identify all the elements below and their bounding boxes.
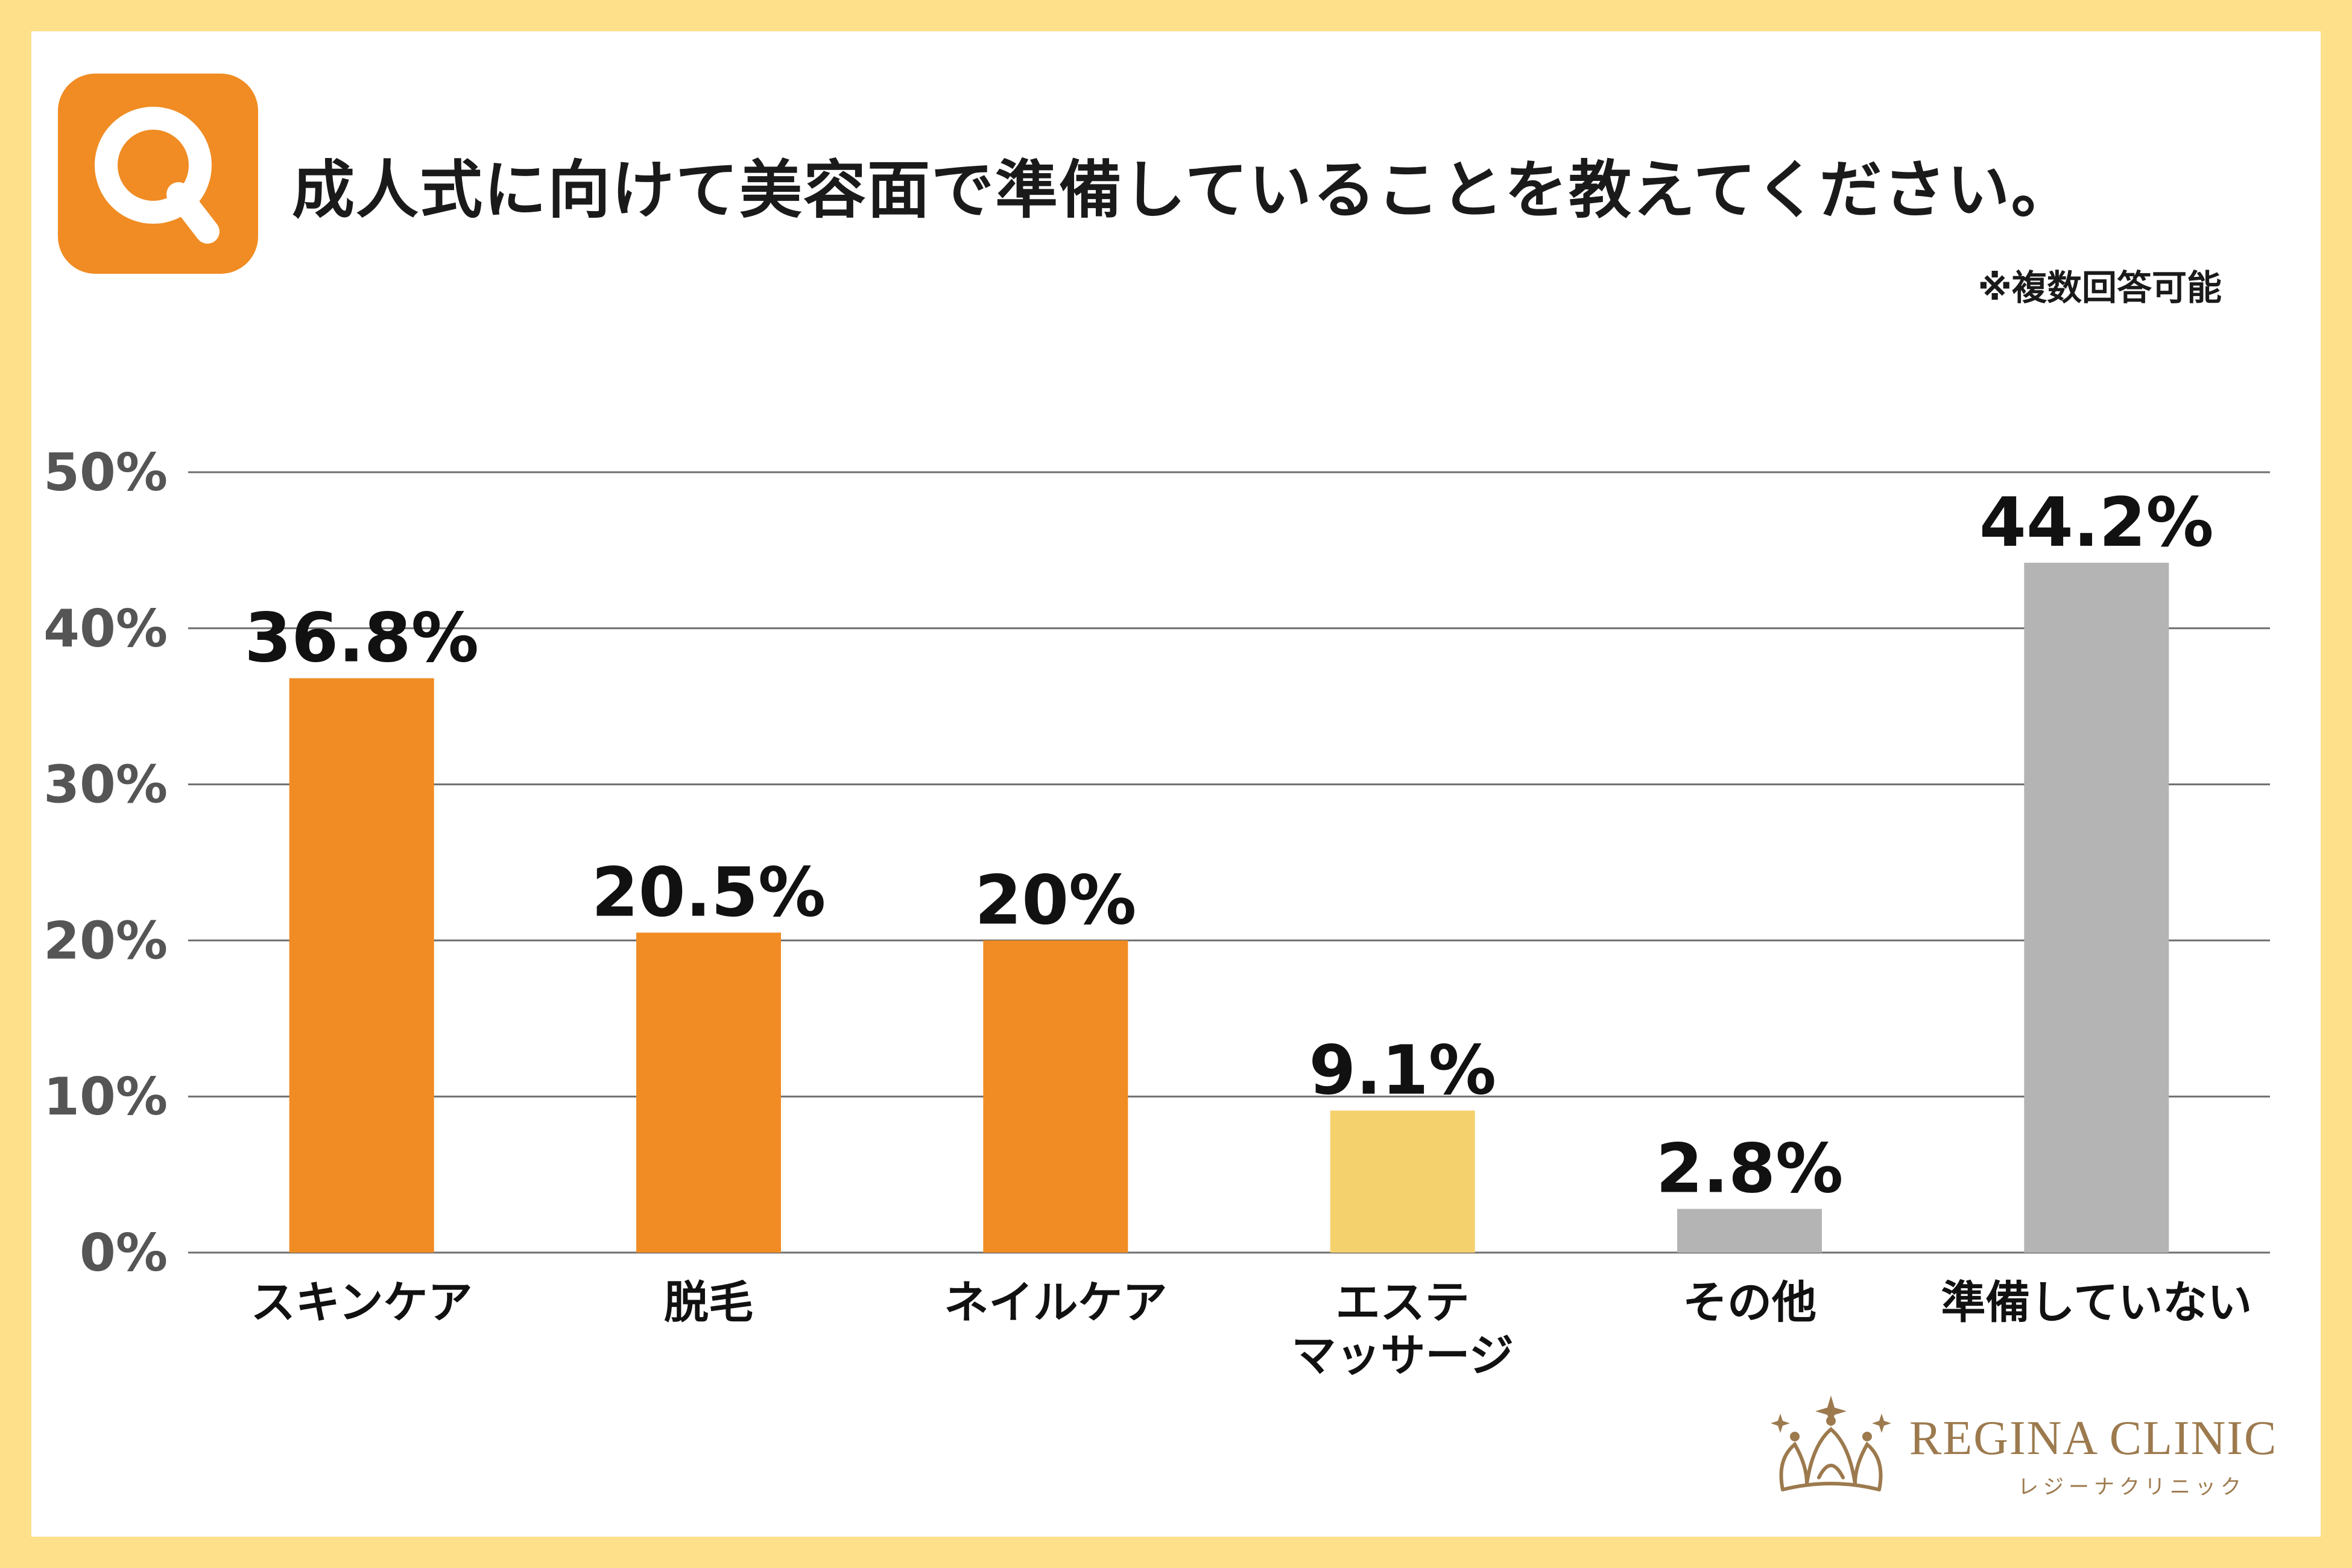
- y-tick-label: 30%: [43, 755, 168, 815]
- value-label: 2.8%: [1656, 1130, 1844, 1209]
- value-label: 20.5%: [592, 853, 826, 932]
- crown-icon: [1771, 1396, 1891, 1491]
- value-label: 44.2%: [1979, 484, 2214, 562]
- category-label: マッサージ: [1291, 1330, 1514, 1382]
- bar: [2024, 563, 2169, 1253]
- category-label: エステ: [1336, 1277, 1470, 1329]
- logo-kana: レジーナクリニック: [2018, 1475, 2246, 1499]
- question-badge: [58, 74, 258, 274]
- value-label: 20%: [975, 861, 1136, 940]
- logo-name: REGINA CLINIC: [1909, 1412, 2278, 1465]
- y-tick-label: 10%: [43, 1067, 168, 1127]
- clinic-logo: REGINA CLINIC レジーナクリニック: [1759, 1387, 2277, 1508]
- bar: [289, 678, 434, 1253]
- bar: [983, 940, 1128, 1253]
- y-tick-label: 50%: [43, 443, 168, 503]
- y-tick-label: 20%: [43, 911, 168, 971]
- multiple-answer-note: ※複数回答可能: [1977, 267, 2222, 308]
- category-label: スキンケア: [251, 1277, 473, 1329]
- bar: [1677, 1209, 1822, 1253]
- question-text: 成人式に向けて美容面で準備していることを教えてください。: [292, 153, 2075, 227]
- bar: [636, 932, 781, 1253]
- value-label: 9.1%: [1309, 1031, 1496, 1110]
- category-label: 脱毛: [664, 1277, 753, 1329]
- category-label: ネイルケア: [944, 1277, 1167, 1329]
- value-label: 36.8%: [244, 599, 479, 678]
- q-icon: [95, 107, 220, 244]
- category-label: その他: [1683, 1277, 1816, 1329]
- y-tick-label: 40%: [43, 599, 168, 659]
- bar: [1330, 1110, 1475, 1253]
- category-label: 準備していない: [1941, 1277, 2252, 1329]
- y-tick-label: 0%: [80, 1223, 168, 1283]
